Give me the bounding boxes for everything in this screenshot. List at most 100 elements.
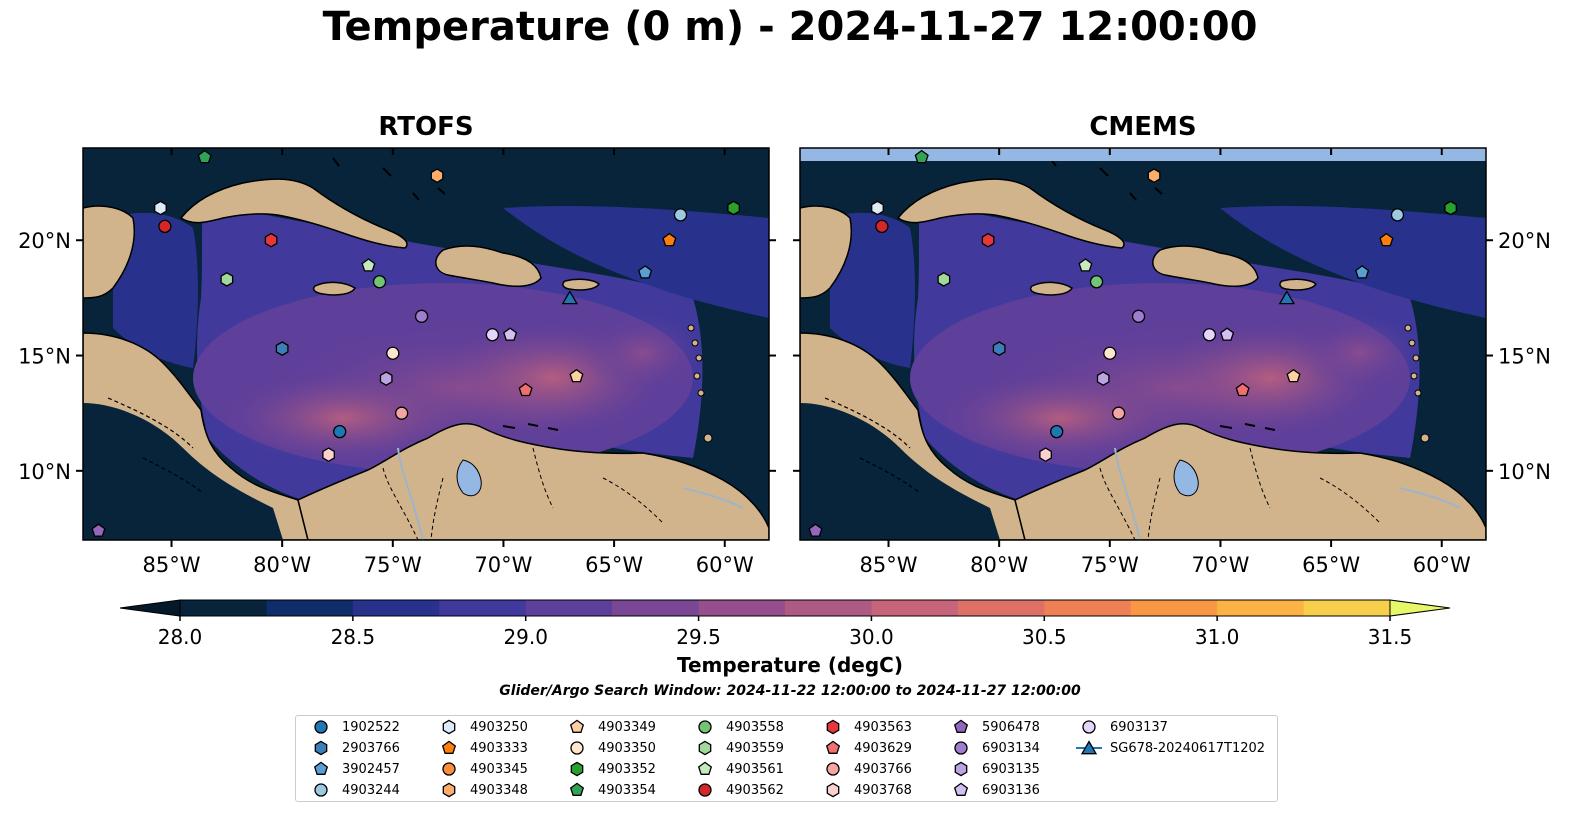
colorbar-segment <box>785 600 872 616</box>
legend-marker-icon <box>314 740 328 756</box>
colorbar-segment <box>439 600 527 616</box>
lon-tick-label: 80°W <box>970 553 1028 577</box>
platform-marker-2903766 <box>992 341 1006 356</box>
legend-marker-icon <box>698 783 712 797</box>
legend-label: 1902522 <box>342 719 400 735</box>
platform-marker-4903562 <box>158 219 172 234</box>
legend-item-4903558: 4903558 <box>690 717 784 737</box>
legend-marker <box>698 740 712 756</box>
platform-marker-4903559 <box>220 272 234 287</box>
legend-item-6903135: 6903135 <box>946 759 1040 779</box>
legend-marker <box>826 762 840 776</box>
colorbar-segment <box>612 600 700 616</box>
legend-marker <box>569 719 585 733</box>
colorbar-segment <box>1217 600 1305 616</box>
colorbar-tick-label: 30.0 <box>849 625 894 648</box>
legend-label: 4903333 <box>470 740 528 756</box>
lon-tick-label: 65°W <box>1302 553 1360 577</box>
legend-item-3902457: 3902457 <box>306 759 400 779</box>
legend-marker <box>826 782 840 798</box>
legend-item-4903561: 4903561 <box>690 759 784 779</box>
colorbar-frame <box>179 599 1391 617</box>
legend-marker-icon <box>442 762 456 776</box>
legend-marker-icon <box>442 782 456 798</box>
lon-tick-label: 60°W <box>696 553 754 577</box>
legend-label: 4903352 <box>598 761 656 777</box>
legend-marker-icon <box>570 741 584 755</box>
legend-item-4903352: 4903352 <box>562 759 656 779</box>
legend-item-4903354: 4903354 <box>562 780 656 800</box>
legend-item-4903348: 4903348 <box>434 780 528 800</box>
legend-label: 4903345 <box>470 761 528 777</box>
lon-tick-label: 60°W <box>1413 553 1471 577</box>
legend-marker-icon <box>953 782 969 796</box>
platform-legend: 1902522 2903766 3902457 4903244 4903250 49033… <box>295 715 1278 802</box>
legend-label: 4903244 <box>342 782 400 798</box>
platform-marker-3902457 <box>638 265 653 279</box>
platform-marker-6903137 <box>485 328 500 342</box>
legend-marker-icon <box>825 740 841 754</box>
legend-label: 6903137 <box>1110 719 1168 735</box>
legend-label: 4903768 <box>854 782 912 798</box>
legend-marker-icon <box>826 719 840 735</box>
legend-item-2903766: 2903766 <box>306 738 400 758</box>
platform-marker-6903136 <box>503 327 518 341</box>
platform-marker-4903558 <box>372 275 387 289</box>
legend-marker <box>442 782 456 798</box>
figure-title: Temperature (0 m) - 2024-11-27 12:00:00 <box>322 4 1258 50</box>
legend-marker <box>442 719 456 735</box>
legend-label: 6903134 <box>982 740 1040 756</box>
legend-item-1902522: 1902522 <box>306 717 400 737</box>
legend-marker <box>954 741 968 755</box>
legend-marker-icon <box>953 719 969 733</box>
legend-marker-icon <box>698 740 712 756</box>
colorbar-segment <box>871 600 959 616</box>
platform-marker-4903244 <box>1390 208 1405 222</box>
platform-marker-4903766 <box>1112 406 1126 420</box>
colorbar-label: Temperature (degC) <box>677 653 903 677</box>
colorbar-segment <box>266 600 354 616</box>
platform-marker-6903135 <box>379 371 393 386</box>
legend-marker <box>569 782 585 796</box>
legend-label: 4903561 <box>726 761 784 777</box>
colorbar-tick-label: 31.5 <box>1368 625 1413 648</box>
colorbar-segment <box>180 600 267 616</box>
colorbar-tick-label: 31.0 <box>1195 625 1240 648</box>
lon-tick-label: 80°W <box>253 553 311 577</box>
legend-item-4903244: 4903244 <box>306 780 400 800</box>
platform-marker-6903134 <box>414 309 429 323</box>
legend-label: 4903350 <box>598 740 656 756</box>
legend-marker-icon <box>441 740 457 754</box>
platform-marker-4903244 <box>673 208 688 222</box>
platform-marker-4903350 <box>386 346 400 360</box>
colorbar-segment <box>1130 600 1218 616</box>
legend-marker-icon <box>569 719 585 733</box>
legend-item-4903345: 4903345 <box>434 759 528 779</box>
colorbar-segment <box>352 600 440 616</box>
colorbar-extend-low <box>119 599 181 617</box>
legend-marker <box>1080 740 1098 755</box>
platform-marker-4903354 <box>197 149 212 164</box>
legend-label: 4903558 <box>726 719 784 735</box>
legend-label: 6903136 <box>982 782 1040 798</box>
legend-item-SG678-20240617T1202: SG678-20240617T1202 <box>1074 738 1265 758</box>
lon-tick-label: 65°W <box>585 553 643 577</box>
platform-marker-4903352 <box>727 200 740 216</box>
legend-label: SG678-20240617T1202 <box>1110 740 1266 756</box>
platform-marker-4903250 <box>154 200 167 216</box>
legend-marker <box>570 761 584 777</box>
legend-marker-icon <box>826 762 840 776</box>
lon-tick-label: 70°W <box>474 553 532 577</box>
platform-marker-4903768 <box>322 447 335 463</box>
legend-marker-icon <box>314 783 328 797</box>
platform-marker-4903250 <box>871 200 884 216</box>
lon-tick-label: 75°W <box>364 553 422 577</box>
platform-marker-6903134 <box>1131 309 1146 323</box>
legend-marker <box>570 741 584 755</box>
platform-marker-4903558 <box>1089 275 1104 289</box>
platform-marker-4903559 <box>937 272 951 287</box>
legend-label: 4903629 <box>854 740 912 756</box>
legend-marker <box>826 719 840 735</box>
lat-tick-label: 20°N <box>18 229 71 253</box>
lon-tick-label: 70°W <box>1191 553 1249 577</box>
